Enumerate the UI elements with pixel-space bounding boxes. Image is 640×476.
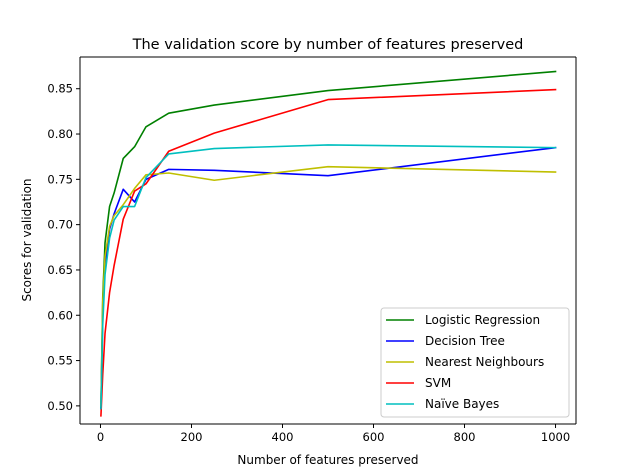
legend: Logistic Regression Decision Tree Nearest … <box>380 307 570 418</box>
y-tick-label: 0.80 <box>47 127 73 141</box>
series-line-4 <box>100 144 557 410</box>
series-line-3 <box>100 88 557 417</box>
series-line-2 <box>100 165 557 407</box>
ticks-layer: 0 200 400 600 800 1000 0.50 0.55 0.60 0.65 0.70 0.7… <box>47 82 570 444</box>
y-tick-label: 0.55 <box>47 354 73 368</box>
chart-title: The validation score by number of featur… <box>132 37 524 53</box>
y-tick-label: 0.70 <box>47 218 73 232</box>
x-tick-label: 1000 <box>541 430 570 444</box>
y-tick-label: 0.60 <box>47 308 73 322</box>
axes-layer <box>79 56 577 425</box>
x-tick-label: 0 <box>97 430 104 444</box>
y-tick-label: 0.50 <box>47 399 73 413</box>
legend-label-3: SVM <box>425 376 451 390</box>
legend-entries: Logistic Regression Decision Tree Nearest … <box>386 313 544 411</box>
legend-label-1: Decision Tree <box>425 334 505 348</box>
y-axis-label: Scores for validation <box>20 178 34 301</box>
x-tick-label: 600 <box>363 430 385 444</box>
legend-label-4: Naïve Bayes <box>425 397 499 411</box>
y-tick-label: 0.85 <box>47 82 73 96</box>
series-layer <box>100 70 557 417</box>
x-tick-label: 800 <box>454 430 476 444</box>
legend-label-0: Logistic Regression <box>425 313 540 327</box>
legend-label-2: Nearest Neighbours <box>425 355 544 369</box>
x-axis-label: Number of features preserved <box>237 453 418 467</box>
legend-box <box>380 307 570 418</box>
y-tick-label: 0.65 <box>47 263 73 277</box>
x-tick-label: 200 <box>181 430 203 444</box>
y-tick-label: 0.75 <box>47 172 73 186</box>
x-tick-label: 400 <box>272 430 294 444</box>
series-line-0 <box>100 70 557 409</box>
